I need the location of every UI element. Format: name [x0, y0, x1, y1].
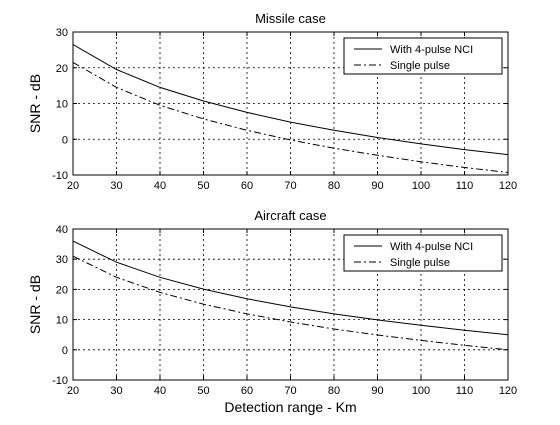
legend: With 4-pulse NCI Single pulse — [343, 37, 503, 75]
x-tick-label: 50 — [197, 385, 209, 397]
x-tick-label: 30 — [110, 385, 122, 397]
y-tick-label: 20 — [56, 284, 68, 296]
legend-label-2: Single pulse — [390, 60, 450, 72]
chart-panel-2: 20 30 40 50 60 70 80 90 100 110 120 -10 0 10 20 30 40 Air… — [27, 208, 517, 415]
x-tick-label: 30 — [110, 180, 122, 192]
y-axis-label: SNR - dB — [27, 74, 43, 133]
y-tick-label: -10 — [52, 375, 68, 387]
y-tick-label: 0 — [62, 134, 68, 146]
legend-box — [343, 37, 503, 75]
x-tick-label: 70 — [284, 180, 296, 192]
y-tick-label: -10 — [52, 170, 68, 182]
x-tick-label: 120 — [499, 180, 517, 192]
series-line-1 — [73, 240, 508, 336]
x-tick-label: 20 — [67, 180, 79, 192]
series-line-2 — [73, 255, 508, 351]
y-tick-label: 0 — [62, 345, 68, 357]
x-tick-label: 60 — [241, 385, 253, 397]
x-tick-label: 110 — [456, 180, 474, 192]
y-axis-label: SNR - dB — [27, 275, 43, 334]
x-tick-label: 60 — [241, 180, 253, 192]
legend: With 4-pulse NCI Single pulse — [343, 234, 503, 272]
x-tick-label: 100 — [412, 180, 430, 192]
x-tick-label: 100 — [412, 385, 430, 397]
x-tick-label: 80 — [328, 385, 340, 397]
legend-label-1: With 4-pulse NCI — [390, 241, 473, 253]
legend-label-1: With 4-pulse NCI — [390, 44, 473, 56]
chart-panel-1: 20 30 40 50 60 70 80 90 100 110 120 -10 0 10 20 30 Missi… — [27, 11, 517, 192]
x-tick-label: 90 — [371, 385, 383, 397]
series-line-1 — [73, 44, 508, 156]
y-tick-label: 40 — [56, 224, 68, 236]
y-tick-label: 10 — [56, 315, 68, 327]
x-tick-label: 20 — [67, 385, 79, 397]
y-tick-label: 20 — [56, 63, 68, 75]
x-tick-label: 80 — [328, 180, 340, 192]
x-axis-label: Detection range - Km — [224, 399, 356, 415]
x-tick-label: 70 — [284, 385, 296, 397]
y-tick-label: 30 — [56, 27, 68, 39]
x-tick-label: 50 — [197, 180, 209, 192]
legend-label-2: Single pulse — [390, 257, 450, 269]
y-tick-label: 30 — [56, 254, 68, 266]
x-tick-label: 110 — [456, 385, 474, 397]
x-tick-label: 40 — [154, 385, 166, 397]
chart-title: Aircraft case — [254, 208, 326, 223]
x-tick-label: 120 — [499, 385, 517, 397]
y-tick-label: 10 — [56, 99, 68, 111]
legend-box — [343, 234, 503, 272]
x-tick-label: 90 — [371, 180, 383, 192]
chart-title: Missile case — [255, 11, 326, 26]
series-line-2 — [73, 61, 508, 173]
x-tick-label: 40 — [154, 180, 166, 192]
